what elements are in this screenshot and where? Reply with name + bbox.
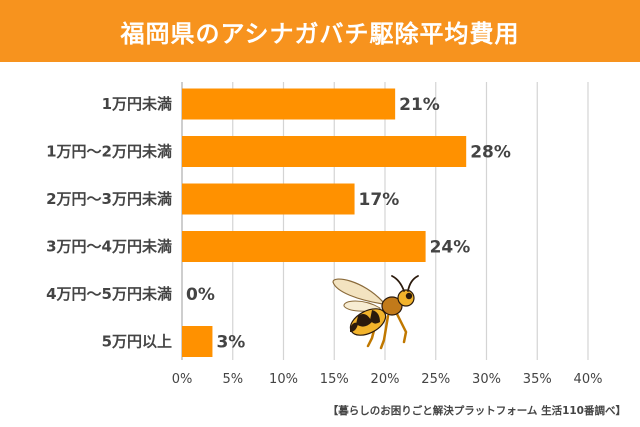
value-label: 3%	[216, 333, 245, 353]
x-tick-label: 15%	[320, 372, 349, 387]
value-label: 21%	[399, 95, 440, 115]
bar	[182, 326, 213, 357]
category-label: 1万円未満	[102, 95, 172, 113]
bar	[182, 231, 426, 262]
category-label: 5万円以上	[102, 333, 172, 351]
bars	[182, 88, 467, 357]
category-label: 2万円〜3万円未満	[46, 190, 172, 208]
category-labels: 1万円未満 1万円〜2万円未満 2万円〜3万円未満 3万円〜4万円未満 4万円〜5万円未…	[46, 95, 172, 351]
category-label: 3万円〜4万円未満	[46, 238, 172, 256]
source-note: 【暮らしのお困りごと解決プラットフォーム 生活110番調べ】	[327, 405, 626, 417]
bar	[182, 183, 355, 215]
x-tick-label: 40%	[574, 372, 603, 387]
x-tick-label: 10%	[269, 372, 298, 387]
value-label: 24%	[430, 238, 471, 258]
value-labels: 21% 28% 17% 24% 0% 3%	[186, 95, 511, 353]
bar	[182, 136, 467, 167]
x-tick-label: 0%	[172, 372, 193, 387]
x-tick-label: 20%	[371, 372, 400, 387]
bar	[182, 88, 396, 120]
x-tick-label: 5%	[222, 372, 243, 387]
category-label: 1万円〜2万円未満	[46, 143, 172, 161]
x-tick-label: 25%	[421, 372, 450, 387]
wasp-icon	[332, 275, 419, 350]
x-tick-label: 35%	[523, 372, 552, 387]
value-label: 28%	[470, 143, 511, 163]
value-label: 0%	[186, 285, 215, 305]
category-label: 4万円〜5万円未満	[46, 285, 172, 303]
x-tick-label: 30%	[472, 372, 501, 387]
x-axis-ticks: 0% 5% 10% 15% 20% 25% 30% 35% 40%	[172, 372, 603, 387]
chart-title: 福岡県のアシナガバチ駆除平均費用	[0, 0, 640, 62]
value-label: 17%	[359, 190, 400, 210]
